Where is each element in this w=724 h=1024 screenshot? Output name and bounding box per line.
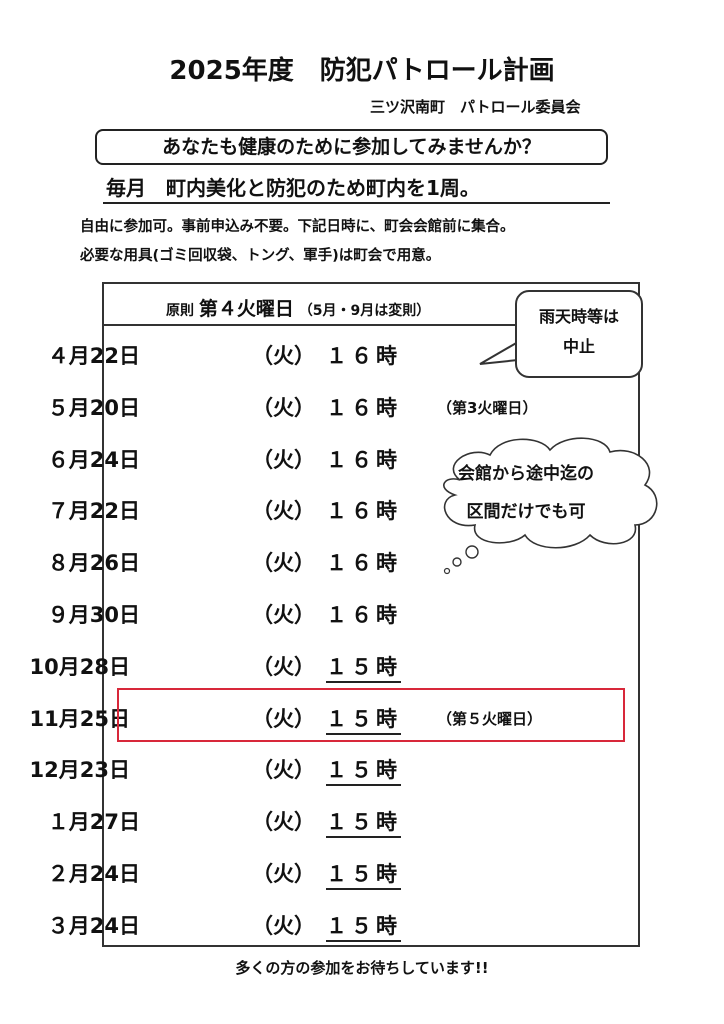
row-weekday: （火） bbox=[252, 758, 315, 783]
schedule-row: ８月26日 （火） １６時 bbox=[0, 547, 700, 577]
row-weekday: （火） bbox=[252, 654, 315, 679]
schedule-row: ９月30日 （火） １６時 bbox=[0, 599, 700, 629]
schedule-row: 12月23日 （火） １５時 bbox=[0, 754, 700, 787]
speech-tail-icon bbox=[479, 341, 519, 365]
monthly-statement: 毎月 町内美化と防犯のため町内を1周。 bbox=[103, 174, 610, 204]
schedule-row: ３月24日 （火） １５時 bbox=[0, 910, 700, 942]
row-time: １６時 bbox=[326, 447, 401, 472]
page-title: 2025年度 防犯パトロール計画 bbox=[169, 56, 555, 86]
row-weekday: （火） bbox=[252, 447, 315, 472]
row-date: ５月20日 bbox=[47, 395, 140, 420]
row-date: ９月30日 bbox=[47, 603, 140, 627]
schedule-row: 11月25日 （火） １５時 （第５火曜日） bbox=[0, 703, 700, 735]
header-note: （5月・9月は変則） bbox=[298, 303, 431, 319]
schedule-row: ５月20日 （火） １６時 （第3火曜日） bbox=[0, 392, 700, 422]
row-weekday: （火） bbox=[252, 395, 315, 420]
rain-bubble-line: 雨天時等は bbox=[538, 307, 619, 326]
schedule-header bbox=[102, 282, 640, 326]
schedule-table bbox=[102, 282, 640, 947]
row-time: １５時 bbox=[326, 754, 401, 787]
invite-banner: あなたも健康のために参加してみませんか？ bbox=[95, 129, 608, 165]
row-date: ７月22日 bbox=[47, 499, 140, 524]
row-time: １５時 bbox=[326, 806, 401, 839]
row-time: １６時 bbox=[326, 344, 401, 368]
row-weekday: （火） bbox=[252, 810, 315, 835]
row-time: １６時 bbox=[326, 551, 401, 576]
row-weekday: （火） bbox=[252, 603, 315, 627]
note-line: 必要な用具(ゴミ回収袋、トング、軍手)は町会で用意。 bbox=[80, 248, 441, 264]
row-weekday: （火） bbox=[252, 551, 315, 576]
schedule-row: ７月22日 （火） １６時 bbox=[0, 495, 700, 525]
row-time: １６時 bbox=[326, 603, 401, 627]
thought-bubble-line: 会館から途中迄の bbox=[458, 464, 594, 484]
row-weekday: （火） bbox=[252, 706, 315, 731]
row-date: ３月24日 bbox=[47, 913, 140, 938]
row-weekday: （火） bbox=[252, 862, 315, 886]
row-date: 11月25日 bbox=[29, 706, 130, 731]
highlight-box bbox=[117, 688, 625, 742]
row-date: 10月28日 bbox=[29, 654, 130, 679]
footer-message: 多くの方の参加をお待ちしています!! bbox=[235, 959, 489, 977]
rain-bubble: 雨天時等は 中止 bbox=[515, 290, 643, 378]
thought-cloud-icon bbox=[443, 437, 658, 575]
row-note: （第3火曜日） bbox=[437, 398, 538, 417]
schedule-row: 10月28日 （火） １５時 bbox=[0, 651, 700, 683]
row-date: １月27日 bbox=[47, 810, 140, 835]
row-weekday: （火） bbox=[252, 913, 315, 938]
row-time: １５時 bbox=[326, 651, 401, 683]
rain-bubble-line: 中止 bbox=[562, 337, 595, 356]
header-main: 第４火曜日 bbox=[198, 298, 294, 320]
thought-bubble-line: 区間だけでも可 bbox=[466, 502, 586, 522]
note-line: 自由に参加可。事前申込み不要。下記日時に、町会会館前に集合。 bbox=[80, 219, 515, 235]
row-note: （第５火曜日） bbox=[437, 709, 543, 728]
row-date: ２月24日 bbox=[47, 862, 140, 886]
row-date: 12月23日 bbox=[29, 758, 130, 783]
row-time: １５時 bbox=[326, 858, 401, 890]
header-prefix: 原則 bbox=[166, 303, 194, 319]
schedule-row: １月27日 （火） １５時 bbox=[0, 806, 700, 839]
schedule-row: ６月24日 （火） １６時 bbox=[0, 444, 700, 474]
row-time: １５時 bbox=[326, 703, 401, 735]
row-weekday: （火） bbox=[252, 499, 315, 524]
row-weekday: （火） bbox=[252, 344, 315, 368]
thought-bubble: 会館から途中迄の 区間だけでも可 bbox=[458, 455, 594, 531]
row-date: ４月22日 bbox=[47, 344, 140, 368]
schedule-row: ２月24日 （火） １５時 bbox=[0, 858, 700, 890]
row-time: １６時 bbox=[326, 499, 401, 524]
row-date: ６月24日 bbox=[47, 447, 140, 472]
schedule-header-text: 原則 第４火曜日 （5月・9月は変則） bbox=[166, 294, 430, 321]
row-time: １６時 bbox=[326, 395, 401, 420]
row-time: １５時 bbox=[326, 910, 401, 942]
organization: 三ツ沢南町 パトロール委員会 bbox=[370, 98, 581, 116]
row-date: ８月26日 bbox=[47, 551, 140, 576]
schedule-row: ４月22日 （火） １６時 bbox=[0, 340, 700, 370]
